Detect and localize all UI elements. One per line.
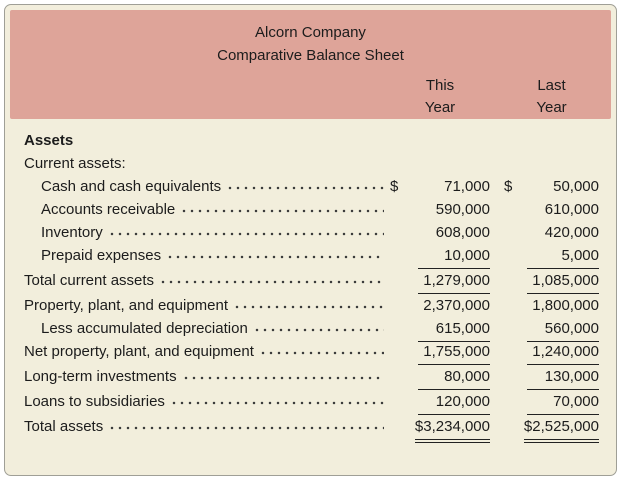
column-header-this-line2: Year	[424, 99, 456, 116]
dot-leader	[161, 280, 384, 284]
row-label: Property, plant, and equipment	[24, 297, 229, 314]
column-header-last-year: Last Year	[504, 75, 599, 119]
table-row-accumulated-depreciation: Less accumulated depreciation 615,000 56…	[24, 317, 599, 342]
this-year-cell: 1,755,000	[390, 340, 490, 365]
amount: 1,755,000	[418, 340, 490, 365]
table-row-net-property-plant-equipment: Net property, plant, and equipment 1,755…	[24, 340, 599, 365]
table-row-property-plant-equipment: Property, plant, and equipment 2,370,000…	[24, 294, 599, 317]
dot-leader	[254, 328, 384, 332]
last-year-cell: 560,000	[504, 317, 599, 342]
dot-leader	[235, 305, 384, 309]
this-year-cell: 120,000	[390, 390, 490, 415]
subsection-current-assets: Current assets:	[24, 152, 599, 175]
dot-leader	[260, 351, 384, 355]
row-label: Total current assets	[24, 272, 155, 289]
row-label: Long-term investments	[24, 368, 177, 385]
column-headers: This Year Last Year	[10, 67, 611, 119]
balance-sheet-card: Alcorn Company Comparative Balance Sheet…	[4, 4, 617, 476]
row-label: Less accumulated depreciation	[41, 320, 248, 337]
amount: 590,000	[435, 201, 490, 218]
table-row-total-assets: Total assets $3,234,000 $2,525,000	[24, 415, 600, 443]
this-year-cell: 615,000	[390, 317, 490, 342]
table-row-cash: Cash and cash equivalents $ 71,000 $ 50,…	[24, 175, 599, 198]
amount: 5,000	[527, 244, 599, 269]
header-band: Alcorn Company Comparative Balance Sheet…	[10, 10, 611, 119]
dot-leader	[228, 186, 384, 190]
row-label: Prepaid expenses	[41, 247, 162, 264]
row-label: Cash and cash equivalents	[41, 178, 222, 195]
table-row-long-term-investments: Long-term investments 80,000 130,000	[24, 365, 599, 390]
dot-leader	[171, 401, 384, 405]
dot-leader	[109, 232, 384, 236]
this-year-cell: 10,000	[390, 244, 490, 269]
amount: 560,000	[527, 317, 599, 342]
last-year-cell: 610,000	[504, 198, 599, 222]
amount: 70,000	[527, 390, 599, 415]
amount: 1,800,000	[532, 297, 599, 314]
amount: 615,000	[418, 317, 490, 342]
row-label: Total assets	[24, 418, 104, 435]
table-row-total-current-assets: Total current assets 1,279,000 1,085,000	[24, 269, 599, 294]
last-year-cell: 5,000	[504, 244, 599, 269]
statement-title: Comparative Balance Sheet	[217, 47, 404, 64]
balance-sheet-body: Assets Current assets: Cash and cash equ…	[10, 119, 611, 443]
table-row-prepaid-expenses: Prepaid expenses 10,000 5,000	[24, 244, 599, 269]
amount: 71,000	[444, 178, 490, 195]
this-year-cell: $3,234,000	[390, 415, 491, 443]
section-heading-assets: Assets	[24, 129, 599, 152]
currency-symbol: $	[504, 178, 513, 195]
column-header-this-year: This Year	[390, 75, 490, 119]
amount: 608,000	[435, 224, 490, 241]
amount: 1,240,000	[527, 340, 599, 365]
row-label: Accounts receivable	[41, 201, 176, 218]
row-label: Loans to subsidiaries	[24, 393, 165, 410]
dot-leader	[168, 255, 384, 259]
amount: 10,000	[418, 244, 490, 269]
dot-leader	[110, 426, 384, 430]
amount: 80,000	[418, 365, 490, 390]
amount: $3,234,000	[414, 415, 491, 443]
this-year-cell: 608,000	[390, 221, 490, 245]
amount: 2,370,000	[423, 297, 490, 314]
row-label: Assets	[24, 132, 74, 149]
row-label: Inventory	[41, 224, 103, 241]
amount: 120,000	[418, 390, 490, 415]
last-year-cell: 130,000	[504, 365, 599, 390]
currency-symbol: $	[390, 178, 399, 195]
amount: 610,000	[544, 201, 599, 218]
last-year-cell: 1,800,000	[504, 294, 599, 318]
amount: 1,279,000	[418, 269, 490, 294]
table-row-inventory: Inventory 608,000 420,000	[24, 221, 599, 244]
this-year-cell: 2,370,000	[390, 294, 490, 318]
this-year-cell: 1,279,000	[390, 269, 490, 294]
table-row-accounts-receivable: Accounts receivable 590,000 610,000	[24, 198, 599, 221]
this-year-cell: 80,000	[390, 365, 490, 390]
this-year-cell: 590,000	[390, 198, 490, 222]
last-year-cell: 1,085,000	[504, 269, 599, 294]
amount: $2,525,000	[523, 415, 600, 443]
last-year-cell: $2,525,000	[504, 415, 600, 443]
amount: 1,085,000	[527, 269, 599, 294]
dot-leader	[183, 376, 384, 380]
amount: 420,000	[544, 224, 599, 241]
column-header-last-line2: Year	[536, 99, 567, 116]
company-name: Alcorn Company	[255, 24, 366, 41]
row-label: Net property, plant, and equipment	[24, 343, 254, 360]
row-label: Current assets:	[24, 155, 126, 172]
amount: 130,000	[527, 365, 599, 390]
last-year-cell: 420,000	[504, 221, 599, 245]
last-year-cell: 1,240,000	[504, 340, 599, 365]
last-year-cell: $ 50,000	[504, 175, 599, 199]
amount: 50,000	[553, 178, 599, 195]
last-year-cell: 70,000	[504, 390, 599, 415]
this-year-cell: $ 71,000	[390, 175, 490, 199]
table-row-loans-to-subsidiaries: Loans to subsidiaries 120,000 70,000	[24, 390, 599, 415]
column-header-last-line1: Last	[537, 77, 566, 94]
column-header-this-line1: This	[425, 77, 455, 94]
dot-leader	[182, 209, 384, 213]
